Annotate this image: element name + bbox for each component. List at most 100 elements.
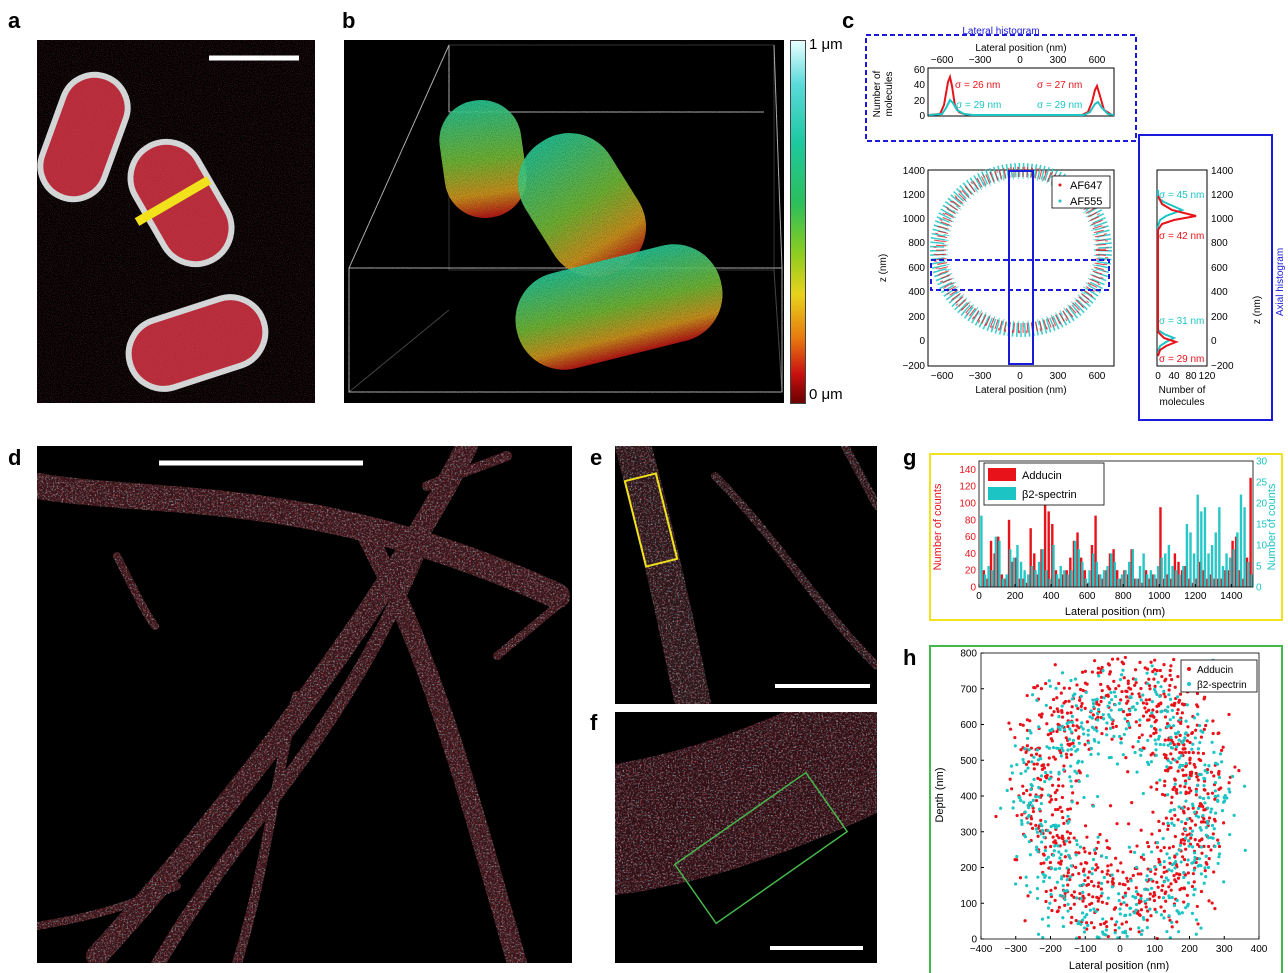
h-point bbox=[1193, 736, 1197, 740]
h-point bbox=[1039, 818, 1043, 822]
h-point bbox=[1113, 928, 1117, 933]
h-point bbox=[1060, 708, 1064, 713]
g-legend: Adducin β2-spectrin bbox=[983, 462, 1105, 506]
h-point bbox=[1207, 899, 1211, 903]
h-point bbox=[1155, 880, 1159, 884]
h-point bbox=[1195, 904, 1199, 909]
h-point bbox=[1035, 845, 1039, 849]
h-point bbox=[1146, 897, 1150, 902]
h-point bbox=[1217, 844, 1222, 849]
h-point bbox=[1079, 922, 1083, 926]
h-point bbox=[1169, 761, 1173, 765]
h-point bbox=[1161, 896, 1166, 900]
h-point bbox=[1026, 804, 1030, 808]
h-point bbox=[1077, 741, 1081, 745]
ah-ytick-1: 0 bbox=[1211, 336, 1217, 347]
ah-xlabel-line2: molecules bbox=[1159, 397, 1204, 408]
h-point bbox=[1046, 924, 1051, 928]
h-point bbox=[1130, 692, 1134, 696]
h-point bbox=[1139, 855, 1143, 859]
h-point bbox=[1106, 880, 1110, 884]
h-point bbox=[1145, 702, 1149, 706]
h-point bbox=[1024, 762, 1029, 767]
h-point bbox=[1131, 873, 1135, 878]
h-point bbox=[1023, 833, 1027, 838]
h-point bbox=[1072, 902, 1076, 906]
h-point bbox=[1185, 703, 1189, 707]
lh-xtick-0: −600 bbox=[931, 55, 954, 66]
h-point bbox=[1092, 705, 1096, 709]
h-point bbox=[1192, 868, 1196, 872]
scatter-ylabel: z (nm) bbox=[878, 254, 889, 282]
axial-histogram-yticks: −200 0 200 400 600 800 1000 1200 1400 bbox=[1211, 166, 1234, 372]
h-point bbox=[1212, 817, 1217, 821]
h-point bbox=[1164, 899, 1168, 903]
h-point bbox=[1146, 888, 1150, 892]
h-point bbox=[1055, 707, 1059, 711]
colorbar-depth bbox=[790, 40, 806, 404]
h-point bbox=[1065, 755, 1069, 759]
green-roi-box bbox=[673, 771, 849, 925]
h-point bbox=[1046, 763, 1050, 767]
lh-sigma-red-left: σ = 26 nm bbox=[955, 80, 1000, 91]
panel-e-axon bbox=[615, 446, 877, 704]
h-point bbox=[1054, 867, 1058, 871]
g-bar-spectrin bbox=[1135, 578, 1138, 587]
h-point bbox=[1028, 719, 1032, 723]
panel-a-image bbox=[37, 40, 315, 403]
h-point bbox=[1070, 705, 1074, 709]
h-point bbox=[1028, 793, 1032, 797]
h-point bbox=[1022, 800, 1026, 804]
g-bar-spectrin bbox=[1055, 574, 1059, 587]
h-point bbox=[1085, 913, 1089, 917]
h-point bbox=[1206, 865, 1211, 870]
h-ylabel: Depth (nm) bbox=[934, 767, 946, 822]
h-point bbox=[1134, 886, 1138, 890]
h-point bbox=[1184, 773, 1188, 777]
h-point bbox=[1173, 782, 1177, 786]
g-bar-adducin bbox=[1029, 528, 1032, 587]
h-point bbox=[1199, 889, 1204, 894]
g-bar-spectrin bbox=[1012, 557, 1016, 587]
h-point bbox=[1077, 769, 1081, 773]
h-point bbox=[1074, 918, 1078, 923]
g-bar-spectrin bbox=[1146, 574, 1149, 587]
h-point bbox=[1105, 721, 1109, 725]
h-point bbox=[1207, 816, 1212, 820]
h-point bbox=[1139, 828, 1143, 832]
ah-sigma-red-bottom: σ = 29 nm bbox=[1159, 354, 1204, 365]
h-point bbox=[1041, 829, 1045, 833]
h-point bbox=[1125, 903, 1129, 907]
g-xtick-label: 800 bbox=[1115, 591, 1132, 602]
lh-sigma-red-right: σ = 27 nm bbox=[1037, 80, 1082, 91]
h-point bbox=[1124, 913, 1128, 917]
h-point bbox=[1032, 762, 1036, 766]
h-point bbox=[1161, 884, 1165, 888]
h-point bbox=[1081, 727, 1085, 731]
h-point bbox=[1175, 852, 1179, 856]
h-point bbox=[1064, 849, 1068, 853]
g-bar-spectrin bbox=[1059, 566, 1062, 587]
ah-ytick-8: 1400 bbox=[1211, 166, 1234, 177]
g-bar-spectrin bbox=[991, 570, 994, 587]
h-point bbox=[1163, 695, 1167, 699]
h-point bbox=[1059, 859, 1063, 863]
h-point bbox=[1162, 663, 1166, 667]
h-point bbox=[1168, 668, 1172, 673]
h-point bbox=[1096, 840, 1100, 844]
h-point bbox=[1163, 679, 1167, 683]
h-point bbox=[1220, 760, 1224, 764]
h-point bbox=[1213, 789, 1217, 793]
h-point bbox=[1097, 674, 1101, 678]
h-point bbox=[1154, 742, 1158, 746]
h-point bbox=[1026, 766, 1030, 770]
h-point bbox=[1148, 867, 1153, 872]
h-point bbox=[1020, 822, 1024, 826]
h-point bbox=[1102, 696, 1106, 700]
h-point bbox=[1110, 737, 1114, 741]
h-point bbox=[1141, 714, 1146, 718]
g-bar-spectrin bbox=[1077, 549, 1080, 587]
h-point bbox=[1193, 858, 1197, 862]
h-point bbox=[1083, 669, 1087, 673]
h-point bbox=[1171, 845, 1175, 849]
